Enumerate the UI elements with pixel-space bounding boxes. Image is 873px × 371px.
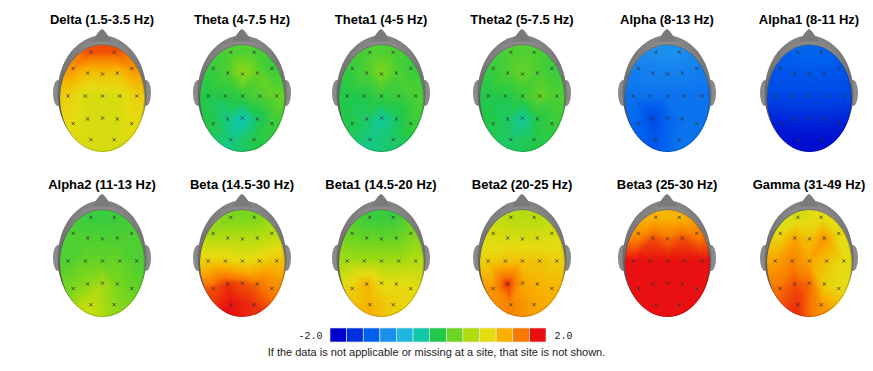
html-text:Gamma (31-49 Hz): Gamma (31-49 Hz) xyxy=(752,177,866,192)
html-text:Theta (4-7.5 Hz): Theta (4-7.5 Hz) xyxy=(194,12,290,27)
html-text:Alpha1 (8-11 Hz): Alpha1 (8-11 Hz) xyxy=(758,12,860,27)
html-text:Beta3 (25-30 Hz): Beta3 (25-30 Hz) xyxy=(616,177,718,192)
html-text:Alpha (8-13 Hz): Alpha (8-13 Hz) xyxy=(620,12,714,27)
html-text:Theta1 (4-5 Hz): Theta1 (4-5 Hz) xyxy=(334,12,428,27)
html-text:If the data is not applicable: If the data is not applicable or missing… xyxy=(267,346,606,358)
svg-text:-2.0: -2.0 xyxy=(298,331,322,342)
html-text:Beta1 (14.5-20 Hz): Beta1 (14.5-20 Hz) xyxy=(325,177,437,192)
html-text:Theta2 (5-7.5 Hz): Theta2 (5-7.5 Hz) xyxy=(470,12,574,27)
html-text:Alpha2 (11-13 Hz): Alpha2 (11-13 Hz) xyxy=(48,177,156,192)
html-text:Beta (14.5-30 Hz): Beta (14.5-30 Hz) xyxy=(190,177,294,192)
html-text:Delta (1.5-3.5 Hz): Delta (1.5-3.5 Hz) xyxy=(50,12,154,27)
html-text:Beta2 (20-25 Hz): Beta2 (20-25 Hz) xyxy=(471,177,573,192)
svg-text:2.0: 2.0 xyxy=(555,331,573,342)
